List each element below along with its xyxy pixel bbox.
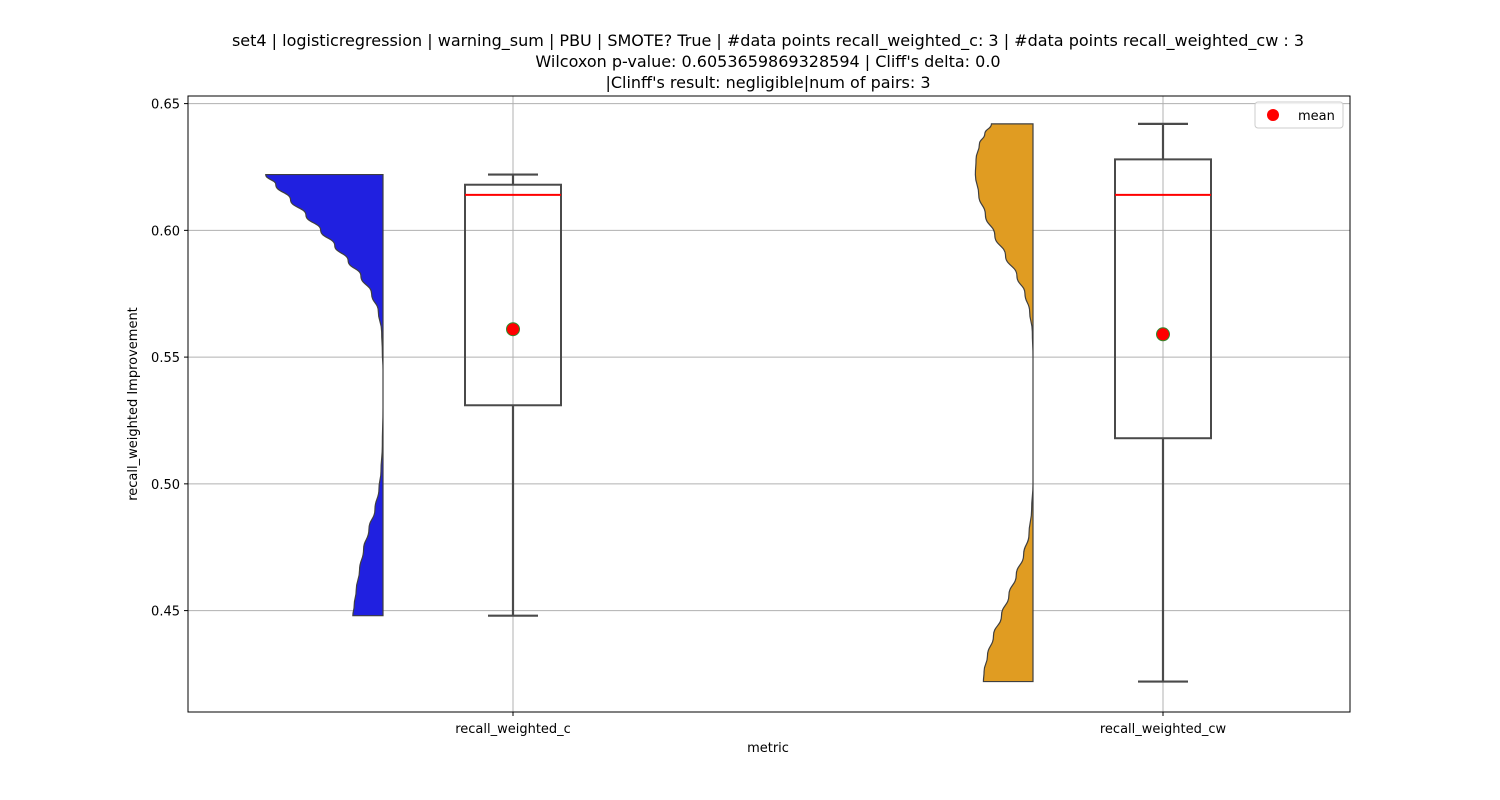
x-tick-label: recall_weighted_c (455, 722, 571, 737)
box-layer (464, 122, 1212, 683)
y-tick-label: 0.55 (151, 351, 180, 366)
y-tick-label: 0.60 (151, 224, 180, 239)
legend-box (1254, 101, 1344, 129)
legend-mean-label: mean (1298, 109, 1335, 124)
y-axis-label: recall_weighted Improvement (126, 307, 141, 501)
mean-marker-recall_weighted_cw (1156, 327, 1170, 342)
plot-marks (265, 122, 1212, 683)
box-recall_weighted_cw (1114, 158, 1212, 440)
x-axis-label: metric (747, 741, 789, 756)
plot-frame (187, 95, 1351, 713)
x-axis-ticks: recall_weighted_c recall_weighted_cw (455, 712, 1226, 737)
y-tick-label: 0.50 (151, 478, 180, 493)
violin-recall_weighted_cw (974, 123, 1034, 683)
y-tick-label: 0.65 (151, 98, 180, 113)
chart-title: set4 | logisticregression | warning_sum … (232, 31, 1304, 92)
y-tick-label: 0.45 (151, 605, 180, 620)
legend-mean-marker (1267, 109, 1279, 121)
legend: mean (1254, 101, 1344, 129)
box-recall_weighted_c (464, 183, 562, 407)
title-line-2: Wilcoxon p-value: 0.6053659869328594 | C… (535, 52, 1000, 71)
title-line-3: |Clinff's result: negligible|num of pair… (605, 73, 930, 92)
violin-layer (265, 123, 1034, 683)
title-line-1: set4 | logisticregression | warning_sum … (232, 31, 1304, 51)
mean-marker-recall_weighted_c (506, 322, 520, 337)
y-axis-ticks: 0.45 0.50 0.55 0.60 0.65 (151, 98, 188, 620)
violin-recall_weighted_c (265, 173, 384, 617)
x-tick-label: recall_weighted_cw (1100, 722, 1227, 737)
